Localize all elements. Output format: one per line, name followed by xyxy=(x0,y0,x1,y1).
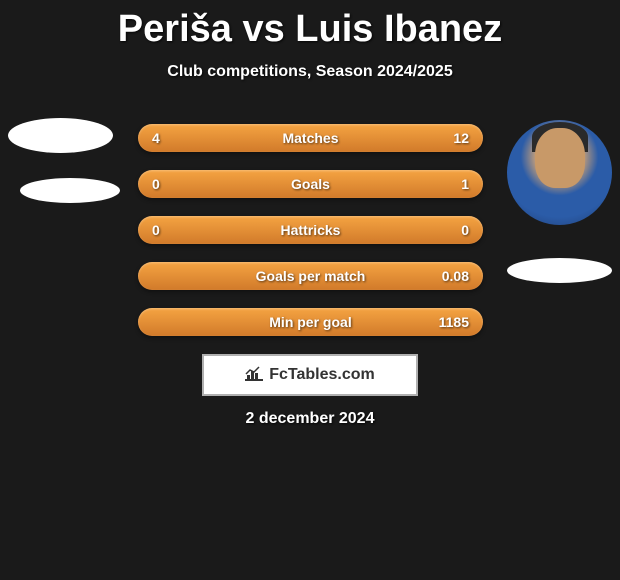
stat-row-matches: 4 Matches 12 xyxy=(138,124,483,152)
date-label: 2 december 2024 xyxy=(0,410,620,428)
chart-icon xyxy=(245,365,263,386)
stats-container: 4 Matches 12 0 Goals 1 0 Hattricks 0 Goa… xyxy=(138,124,483,354)
player-right-shadow xyxy=(507,258,612,283)
fctables-badge[interactable]: FcTables.com xyxy=(202,354,418,396)
stat-right-value: 0 xyxy=(429,222,469,238)
player-right-avatar xyxy=(507,120,612,225)
stat-row-min-per-goal: Min per goal 1185 xyxy=(138,308,483,336)
stat-right-value: 1185 xyxy=(429,314,469,330)
badge-text: FcTables.com xyxy=(269,366,375,384)
stat-label: Min per goal xyxy=(192,314,429,330)
stat-left-value: 0 xyxy=(152,222,192,238)
stat-label: Goals xyxy=(192,176,429,192)
stat-label: Hattricks xyxy=(192,222,429,238)
stat-right-value: 0.08 xyxy=(429,268,469,284)
stat-left-value: 0 xyxy=(152,176,192,192)
stat-row-goals: 0 Goals 1 xyxy=(138,170,483,198)
player-left-avatar xyxy=(8,118,113,153)
player-left-shadow xyxy=(20,178,120,203)
subtitle: Club competitions, Season 2024/2025 xyxy=(0,63,620,81)
page-title: Periša vs Luis Ibanez xyxy=(0,0,620,51)
stat-label: Goals per match xyxy=(192,268,429,284)
stat-right-value: 12 xyxy=(429,130,469,146)
avatar-face xyxy=(535,128,585,188)
stat-right-value: 1 xyxy=(429,176,469,192)
stat-row-goals-per-match: Goals per match 0.08 xyxy=(138,262,483,290)
stat-left-value: 4 xyxy=(152,130,192,146)
stat-label: Matches xyxy=(192,130,429,146)
stat-row-hattricks: 0 Hattricks 0 xyxy=(138,216,483,244)
